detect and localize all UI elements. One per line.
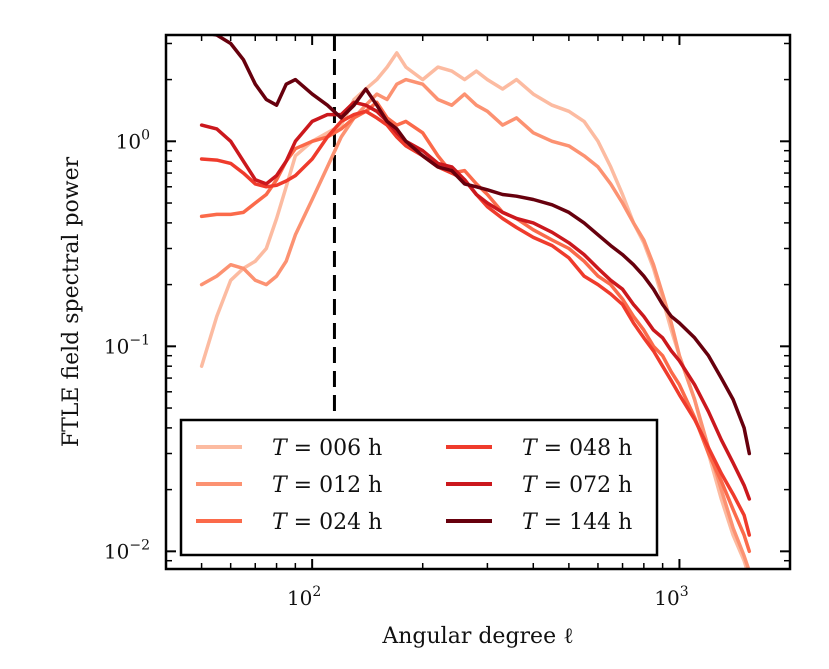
legend-label-4: T = 072 h [522, 473, 632, 498]
y-tick-label-0: 10−2 [104, 537, 150, 563]
legend-label-0: T = 006 h [272, 436, 382, 461]
series-line-5 [206, 35, 752, 456]
legend: T = 006 h T = 012 h T = 024 h T = 048 h T = … [179, 418, 659, 557]
legend-label-3: T = 048 h [522, 436, 632, 461]
series-line-0 [199, 51, 749, 569]
legend-label-1: T = 012 h [272, 473, 382, 498]
legend-label-5: T = 144 h [522, 510, 632, 535]
x-tick-label-1: 103 [654, 584, 688, 610]
series-layer [199, 35, 752, 569]
plot-frame [164, 33, 792, 571]
series-line-4 [199, 100, 752, 501]
tick-labels: 102 103 10−2 10−1 100 [104, 127, 689, 610]
legend-box [179, 418, 659, 557]
x-axis-label: Angular degree ℓ [381, 624, 573, 649]
y-tick-label-2: 100 [116, 127, 150, 153]
y-axis-label: FTLE field spectral power [59, 156, 84, 447]
y-tick-label-1: 10−1 [104, 332, 150, 358]
x-tick-label-0: 102 [287, 584, 321, 610]
legend-label-2: T = 024 h [272, 510, 382, 535]
